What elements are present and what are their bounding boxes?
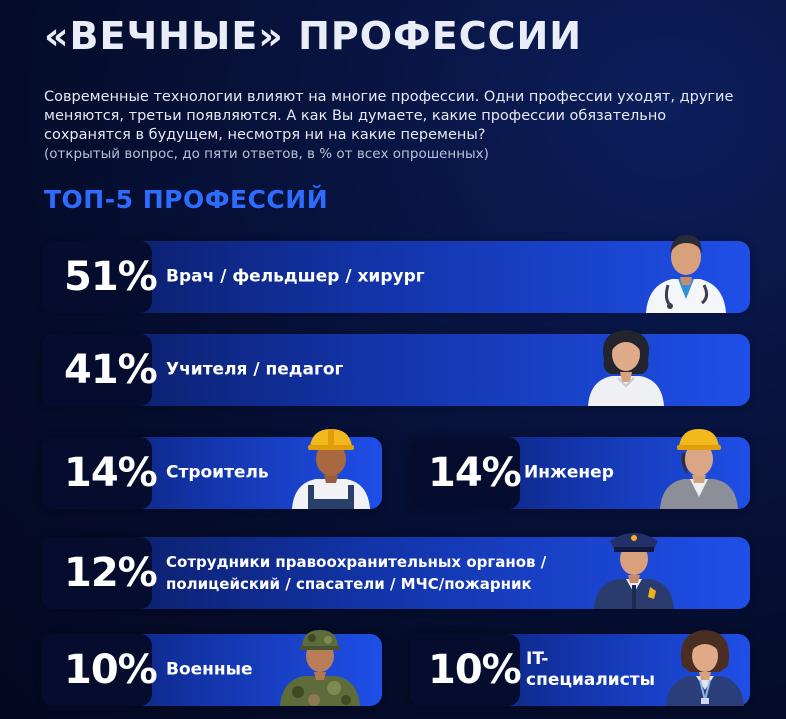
percent-value: 12% <box>64 550 158 596</box>
profession-card-builder: 14% Строитель <box>42 429 382 509</box>
percent-badge <box>42 334 152 406</box>
profession-label: Учителя / педагог <box>166 359 344 380</box>
page-title: «ВЕЧНЫЕ» ПРОФЕССИИ <box>44 14 583 58</box>
soldier-icon <box>280 630 360 706</box>
doctor-icon <box>646 235 726 313</box>
percent-badge <box>42 634 152 706</box>
profession-card-soldier: 10% Военные <box>42 630 382 706</box>
profession-card-police: 12% Сотрудники правоохранительных органо… <box>42 533 750 609</box>
profession-label: Военные <box>166 659 253 680</box>
profession-label: Сотрудники правоохранительных органов / … <box>166 551 546 595</box>
it-specialist-icon <box>666 630 744 706</box>
teacher-icon <box>588 330 664 406</box>
profession-card-it: 10% IT- специалисты <box>410 630 750 706</box>
percent-badge <box>42 537 152 609</box>
profession-label: IT- специалисты <box>526 649 655 691</box>
profession-label: Строитель <box>166 462 269 483</box>
percent-value: 14% <box>428 450 522 496</box>
profession-label: Инженер <box>524 462 614 483</box>
question-note: (открытый вопрос, до пяти ответов, в % о… <box>44 146 489 162</box>
intro-text: Современные технологии влияют на многие … <box>44 89 734 143</box>
engineer-icon <box>660 429 738 509</box>
section-subtitle: ТОП-5 ПРОФЕССИЙ <box>44 185 329 214</box>
percent-value: 10% <box>428 647 522 693</box>
percent-badge <box>42 437 152 509</box>
profession-label-line1: IT- <box>526 649 549 669</box>
profession-card-doctor: 51% Врач / фельдшер / хирург <box>42 235 750 313</box>
profession-card-engineer: 14% Инженер <box>410 429 750 509</box>
profession-card-teacher: 41% Учителя / педагог <box>42 330 750 406</box>
percent-badge <box>42 241 152 313</box>
profession-label-line2: полицейский / спасатели / МЧС/пожарник <box>166 575 532 593</box>
profession-label: Врач / фельдшер / хирург <box>166 266 425 287</box>
percent-badge <box>410 437 520 509</box>
profession-label-line2: специалисты <box>526 670 656 690</box>
percent-value: 10% <box>64 647 158 693</box>
percent-value: 41% <box>64 347 158 393</box>
percent-value: 14% <box>64 450 158 496</box>
police-icon <box>594 533 674 609</box>
percent-value: 51% <box>64 254 158 300</box>
profession-label-line1: Сотрудники правоохранительных органов / <box>166 553 547 571</box>
builder-icon <box>292 429 370 509</box>
percent-badge <box>410 634 520 706</box>
